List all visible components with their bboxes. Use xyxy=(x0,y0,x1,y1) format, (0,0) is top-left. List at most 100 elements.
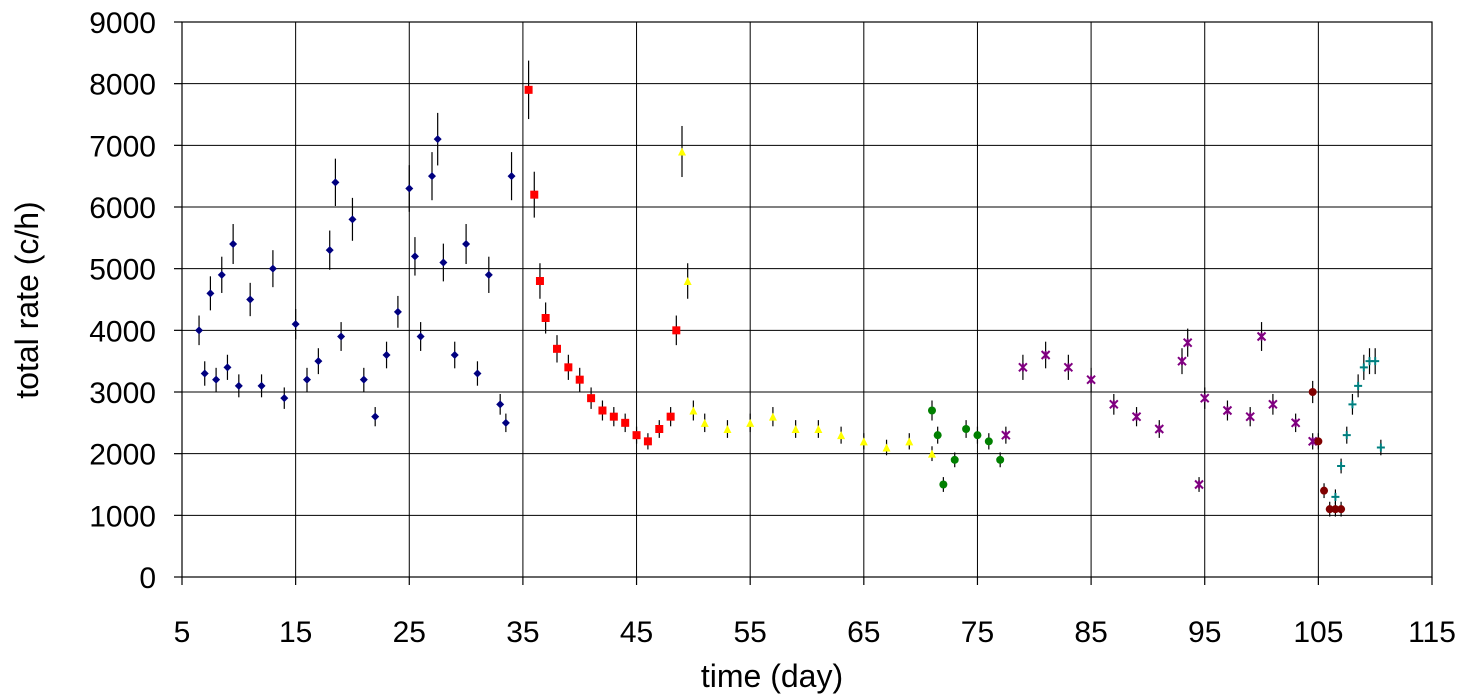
data-point xyxy=(484,270,493,279)
data-point xyxy=(1307,436,1318,447)
y-tick-label: 3000 xyxy=(89,377,156,410)
data-point xyxy=(200,369,209,378)
x-tick-label: 85 xyxy=(1074,616,1107,649)
data-point xyxy=(450,351,459,359)
data-point xyxy=(1182,337,1193,348)
data-point xyxy=(1109,399,1119,410)
data-point xyxy=(507,172,516,181)
data-point xyxy=(348,215,357,224)
data-point xyxy=(462,240,471,248)
data-point xyxy=(314,357,323,366)
data-point xyxy=(950,455,959,464)
data-point xyxy=(541,314,550,322)
data-point xyxy=(1308,388,1317,396)
x-tick-label: 55 xyxy=(733,616,766,649)
data-point xyxy=(1268,399,1278,410)
data-point xyxy=(428,172,436,181)
data-point xyxy=(666,412,675,421)
data-point xyxy=(405,184,414,193)
data-point xyxy=(672,326,681,335)
data-point xyxy=(410,252,419,261)
data-point xyxy=(1348,400,1357,409)
data-point xyxy=(1001,430,1011,440)
data-point xyxy=(609,412,618,421)
y-tick-label: 7000 xyxy=(89,130,156,163)
data-point xyxy=(268,264,277,273)
data-point xyxy=(325,246,334,255)
y-tick-label: 6000 xyxy=(89,192,156,225)
data-point xyxy=(535,277,544,285)
y-tick-label: 4000 xyxy=(89,315,156,348)
data-point xyxy=(1256,331,1267,342)
data-point xyxy=(280,394,289,403)
data-point xyxy=(632,431,641,440)
data-point xyxy=(1131,411,1142,422)
x-tick-label: 115 xyxy=(1408,616,1456,649)
data-point xyxy=(530,190,539,199)
y-tick-label: 0 xyxy=(139,562,156,595)
data-point xyxy=(768,412,777,421)
data-point xyxy=(1320,486,1329,495)
x-tick-label: 95 xyxy=(1188,616,1221,649)
x-tick-label: 35 xyxy=(506,616,539,649)
data-point xyxy=(1040,350,1051,360)
x-tick-label: 105 xyxy=(1293,616,1343,649)
data-point xyxy=(928,406,936,415)
axes xyxy=(174,21,1433,585)
data-point xyxy=(598,406,607,415)
data-point xyxy=(524,85,533,94)
data-point xyxy=(564,363,573,372)
data-point xyxy=(496,400,505,409)
data-point xyxy=(553,344,561,353)
x-tick-label: 25 xyxy=(393,616,426,649)
plot-frame xyxy=(181,21,1433,578)
data-point xyxy=(223,363,232,372)
data-point xyxy=(1086,374,1096,385)
data-point xyxy=(195,326,204,335)
data-point xyxy=(587,394,596,403)
y-axis-title: total rate (c/h) xyxy=(9,201,45,398)
data-point xyxy=(984,437,993,446)
data-point xyxy=(678,147,686,156)
y-tick-label: 2000 xyxy=(89,439,156,472)
data-point xyxy=(1354,381,1363,390)
data-point xyxy=(1194,479,1204,490)
y-tick-label: 5000 xyxy=(89,254,156,287)
data-point xyxy=(1245,411,1255,422)
data-point xyxy=(689,406,698,415)
data-point xyxy=(1222,405,1233,416)
data-point xyxy=(814,425,823,433)
data-point xyxy=(700,418,709,427)
data-point xyxy=(996,455,1005,464)
y-tick-label: 9000 xyxy=(89,7,156,40)
data-point xyxy=(643,437,652,446)
data-point xyxy=(234,381,243,390)
x-tick-label: 65 xyxy=(847,616,880,649)
data-point xyxy=(837,431,846,440)
data-point xyxy=(371,412,380,421)
data-point xyxy=(1018,362,1028,373)
data-point xyxy=(1331,505,1340,514)
data-point xyxy=(746,418,755,427)
data-point xyxy=(723,425,732,433)
data-point xyxy=(575,375,584,384)
data-point xyxy=(1200,393,1210,403)
data-point xyxy=(1063,362,1074,373)
x-tick-label: 5 xyxy=(174,616,191,649)
data-point xyxy=(683,277,692,285)
data-point xyxy=(1337,462,1346,470)
x-tick-label: 15 xyxy=(279,616,312,649)
data-point xyxy=(905,437,914,446)
data-point xyxy=(791,425,800,433)
data-point xyxy=(433,135,442,144)
x-axis-title: time (day) xyxy=(701,658,843,694)
data-point xyxy=(206,289,215,298)
data-point xyxy=(1290,418,1301,428)
data-point xyxy=(439,258,448,267)
x-tick-label: 75 xyxy=(961,616,994,649)
data-point xyxy=(473,369,482,378)
data-point xyxy=(291,320,300,329)
data-point xyxy=(939,480,948,489)
data-point xyxy=(859,437,868,446)
